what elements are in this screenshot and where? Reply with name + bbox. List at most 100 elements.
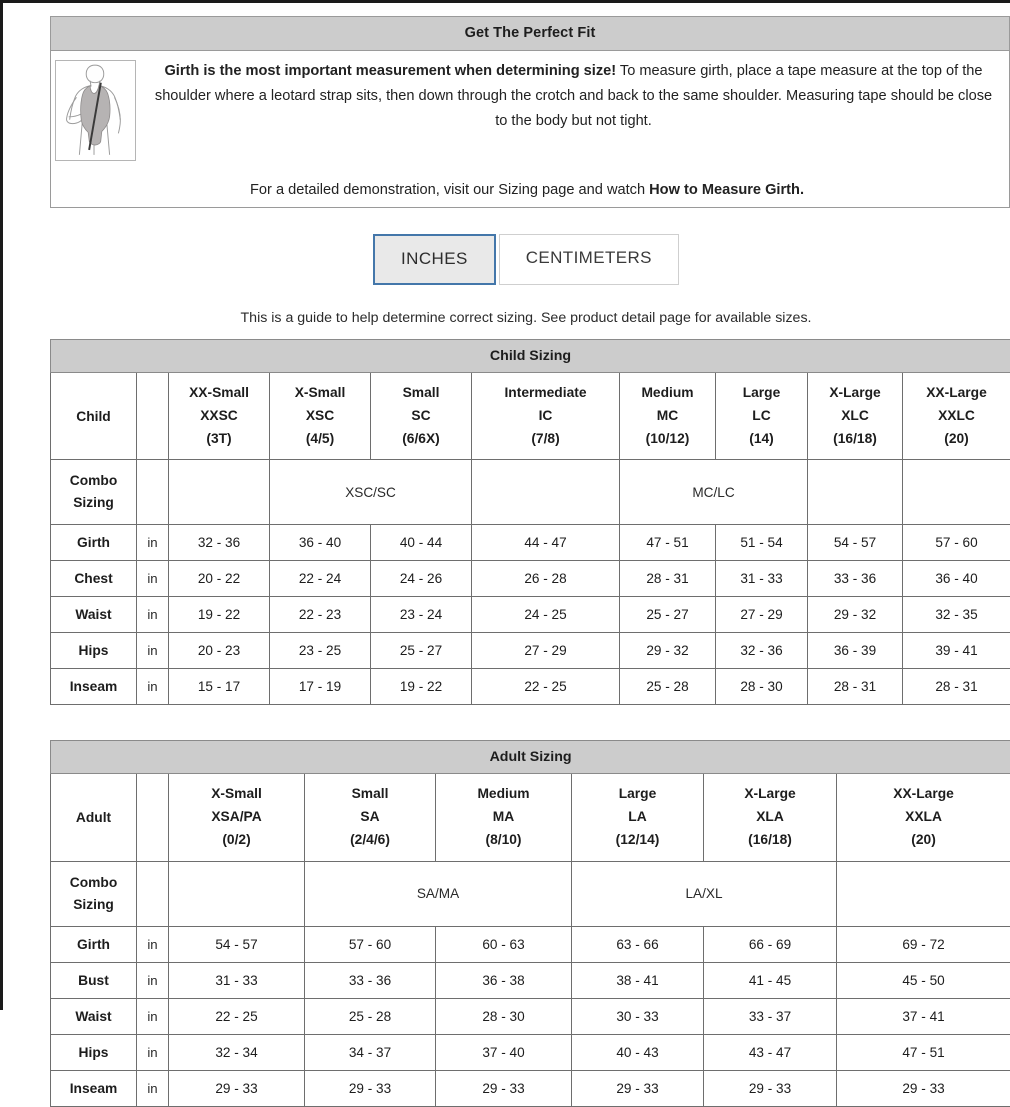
child-cell-1-2: 24 - 26 (371, 561, 472, 597)
adult-cell-1-4: 41 - 45 (704, 962, 837, 998)
child-cell-3-2: 25 - 27 (371, 633, 472, 669)
adult-cell-3-2: 37 - 40 (436, 1034, 572, 1070)
size-code: XSA/PA (171, 806, 302, 829)
child-size-col-5: Large LC (14) (716, 373, 808, 460)
child-row-unit-3: in (137, 633, 169, 669)
child-cell-3-6: 36 - 39 (808, 633, 903, 669)
adult-size-col-2: Medium MA (8/10) (436, 774, 572, 861)
adult-row-unit-4: in (137, 1070, 169, 1106)
child-cell-3-7: 39 - 41 (903, 633, 1010, 669)
child-cell-4-3: 22 - 25 (472, 669, 620, 705)
adult-size-col-3: Large LA (12/14) (572, 774, 704, 861)
size-name: Medium (438, 783, 569, 806)
child-cell-2-2: 23 - 24 (371, 597, 472, 633)
child-size-col-1: X-Small XSC (4/5) (270, 373, 371, 460)
size-ages: (6/6X) (373, 428, 469, 451)
adult-combo-0 (169, 861, 305, 926)
child-cell-3-5: 32 - 36 (716, 633, 808, 669)
size-code: LC (718, 405, 805, 428)
size-code: XSC (272, 405, 368, 428)
child-sizing-table: Child Sizing Child XX-Small XXSC (3T) X-… (50, 339, 1010, 705)
adult-cell-2-3: 30 - 33 (572, 998, 704, 1034)
size-ages: (10/12) (622, 428, 713, 451)
adult-cell-1-2: 36 - 38 (436, 962, 572, 998)
child-row-label-1: Chest (51, 561, 137, 597)
table-row: Hips in 20 - 23 23 - 25 25 - 27 27 - 29 … (51, 633, 1010, 669)
adult-size-col-4: X-Large XLA (16/18) (704, 774, 837, 861)
sizing-guide-page: Get The Perfect Fit (0, 0, 1010, 1010)
size-ages: (16/18) (706, 829, 834, 852)
child-row-label-3: Hips (51, 633, 137, 669)
centimeters-toggle-button[interactable]: CENTIMETERS (499, 234, 679, 285)
table-row: Bust in 31 - 33 33 - 36 36 - 38 38 - 41 … (51, 962, 1010, 998)
size-ages: (8/10) (438, 829, 569, 852)
adult-row-label-1: Bust (51, 962, 137, 998)
adult-cell-4-1: 29 - 33 (305, 1070, 436, 1106)
adult-cell-4-0: 29 - 33 (169, 1070, 305, 1106)
child-combo-2 (472, 460, 620, 525)
size-ages: (7/8) (474, 428, 617, 451)
adult-table-caption: Adult Sizing (51, 741, 1010, 774)
adult-combo-unit-cell (137, 861, 169, 926)
child-cell-0-5: 51 - 54 (716, 525, 808, 561)
table-row: Hips in 32 - 34 34 - 37 37 - 40 40 - 43 … (51, 1034, 1010, 1070)
child-row-unit-4: in (137, 669, 169, 705)
child-cell-1-6: 33 - 36 (808, 561, 903, 597)
adult-row-label-0: Girth (51, 926, 137, 962)
adult-cell-3-4: 43 - 47 (704, 1034, 837, 1070)
adult-cell-1-0: 31 - 33 (169, 962, 305, 998)
child-cell-1-7: 36 - 40 (903, 561, 1010, 597)
adult-cell-1-5: 45 - 50 (837, 962, 1010, 998)
adult-cell-4-5: 29 - 33 (837, 1070, 1010, 1106)
size-name: X-Large (810, 382, 900, 405)
child-combo-5 (903, 460, 1010, 525)
size-name: Small (373, 382, 469, 405)
child-cell-0-1: 36 - 40 (270, 525, 371, 561)
sizing-demo-note-prefix: For a detailed demonstration, visit our … (250, 182, 649, 198)
size-ages: (4/5) (272, 428, 368, 451)
adult-row-header-label: Adult (51, 774, 137, 861)
size-ages: (3T) (171, 428, 267, 451)
size-ages: (20) (905, 428, 1008, 451)
child-row-unit-2: in (137, 597, 169, 633)
adult-row-unit-0: in (137, 926, 169, 962)
adult-size-col-5: XX-Large XXLA (20) (837, 774, 1010, 861)
child-cell-0-3: 44 - 47 (472, 525, 620, 561)
unit-toggle-group[interactable]: INCHES CENTIMETERS (50, 234, 1002, 285)
adult-cell-3-0: 32 - 34 (169, 1034, 305, 1070)
size-ages: (12/14) (574, 829, 701, 852)
child-cell-0-4: 47 - 51 (620, 525, 716, 561)
size-name: XX-Large (905, 382, 1008, 405)
size-code: XLC (810, 405, 900, 428)
child-cell-4-1: 17 - 19 (270, 669, 371, 705)
size-name: Intermediate (474, 382, 617, 405)
adult-cell-0-5: 69 - 72 (837, 926, 1010, 962)
child-cell-2-3: 24 - 25 (472, 597, 620, 633)
adult-cell-0-0: 54 - 57 (169, 926, 305, 962)
child-cell-2-6: 29 - 32 (808, 597, 903, 633)
size-code: XLA (706, 806, 834, 829)
child-combo-1: XSC/SC (270, 460, 472, 525)
adult-cell-1-3: 38 - 41 (572, 962, 704, 998)
table-row: Waist in 22 - 25 25 - 28 28 - 30 30 - 33… (51, 998, 1010, 1034)
size-code: SA (307, 806, 433, 829)
adult-cell-0-1: 57 - 60 (305, 926, 436, 962)
adult-cell-0-2: 60 - 63 (436, 926, 572, 962)
adult-row-unit-2: in (137, 998, 169, 1034)
how-to-measure-girth-link[interactable]: How to Measure Girth. (649, 182, 804, 198)
adult-cell-0-4: 66 - 69 (704, 926, 837, 962)
adult-cell-3-5: 47 - 51 (837, 1034, 1010, 1070)
girth-description: Girth is the most important measurement … (150, 57, 1003, 134)
child-cell-0-0: 32 - 36 (169, 525, 270, 561)
adult-size-col-1: Small SA (2/4/6) (305, 774, 436, 861)
adult-combo-3 (837, 861, 1010, 926)
adult-row-unit-3: in (137, 1034, 169, 1070)
child-cell-1-0: 20 - 22 (169, 561, 270, 597)
child-combo-label: Combo Sizing (51, 460, 137, 525)
child-table-header-row: Child XX-Small XXSC (3T) X-Small XSC (4/… (51, 373, 1010, 460)
inches-toggle-button[interactable]: INCHES (373, 234, 496, 285)
perfect-fit-panel: Get The Perfect Fit (50, 16, 1010, 208)
guide-note: This is a guide to help determine correc… (50, 310, 1002, 326)
child-cell-2-1: 22 - 23 (270, 597, 371, 633)
child-combo-row: Combo Sizing XSC/SC MC/LC (51, 460, 1010, 525)
